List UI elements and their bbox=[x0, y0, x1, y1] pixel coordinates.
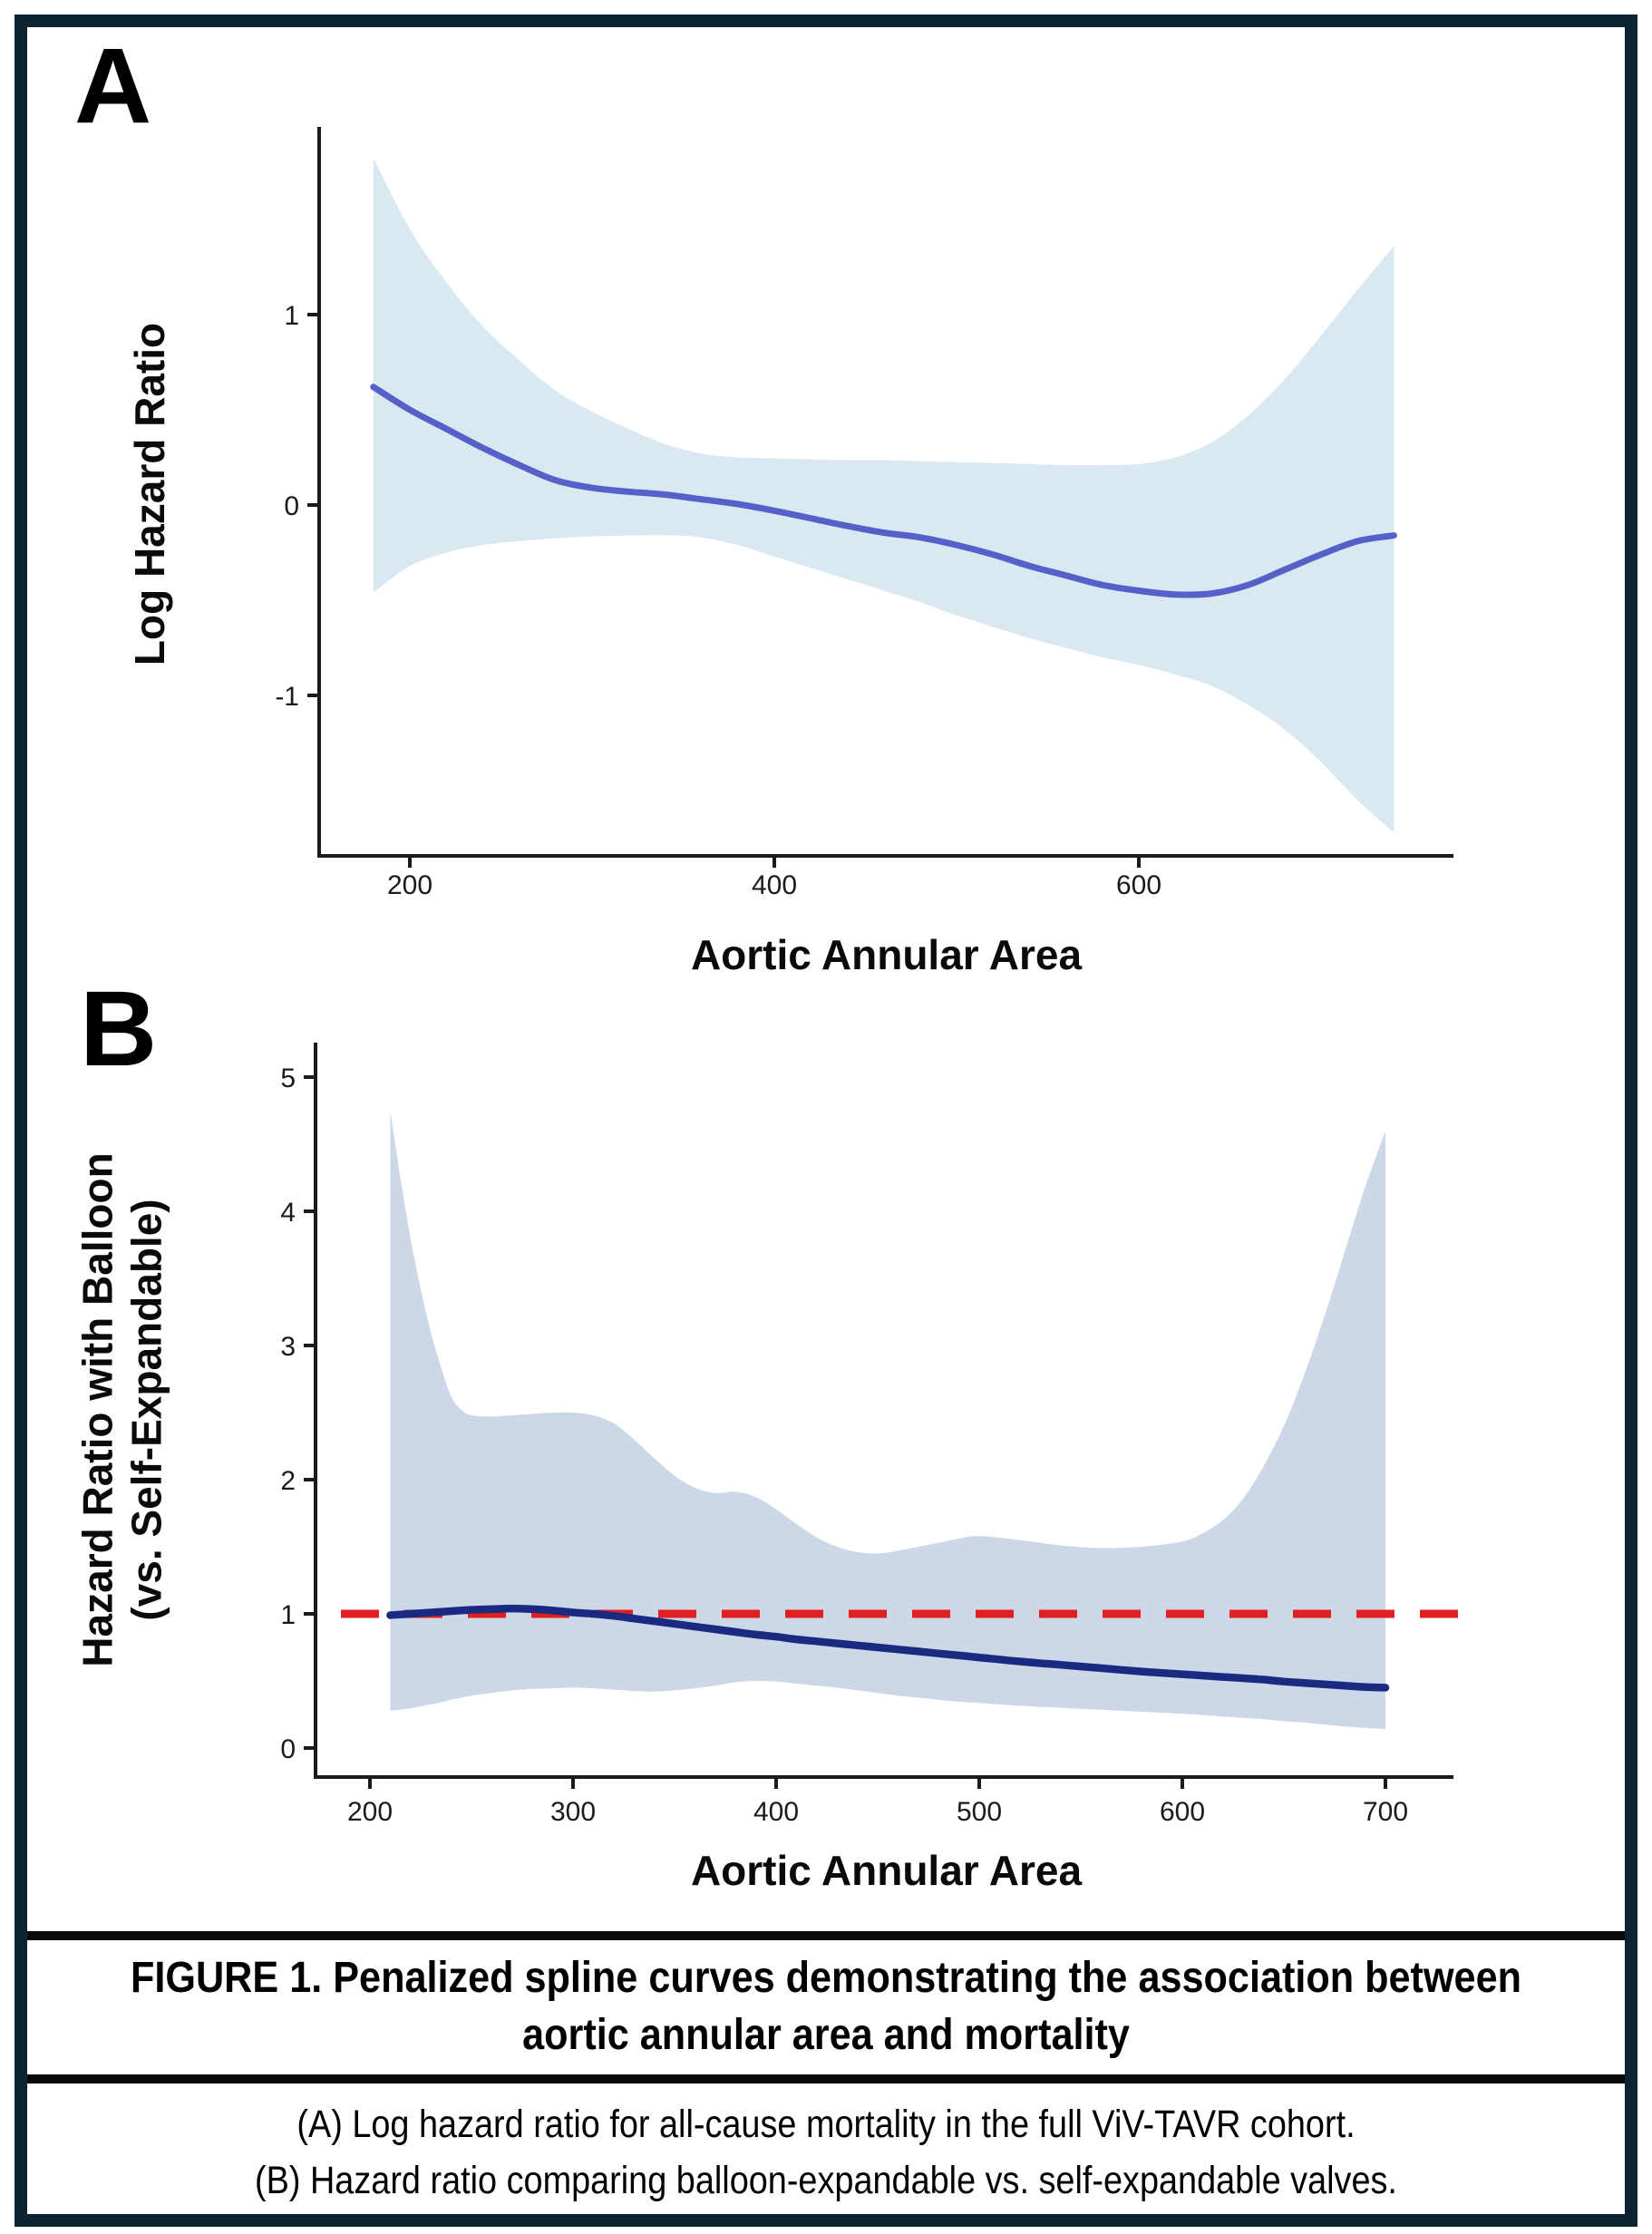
caption-divider-top bbox=[27, 1931, 1625, 1940]
panel-a-chart: 200 400 600 -1 0 1 bbox=[275, 127, 1453, 900]
x-tick-label: 200 bbox=[387, 870, 432, 900]
y-tick-label: 5 bbox=[280, 1064, 296, 1093]
panel-b-x-axis-title: Aortic Annular Area bbox=[690, 1847, 1083, 1894]
caption-body-line2: (B) Hazard ratio comparing balloon-expan… bbox=[255, 2159, 1397, 2203]
y-tick-label: 2 bbox=[280, 1466, 296, 1496]
spline-curve bbox=[386, 1604, 1390, 1692]
caption-body-line1: (A) Log hazard ratio for all-cause morta… bbox=[296, 2103, 1356, 2146]
y-tick-label: 1 bbox=[280, 1600, 296, 1630]
confidence-band bbox=[390, 1111, 1385, 1730]
confidence-band bbox=[373, 158, 1394, 833]
y-tick-label: 0 bbox=[280, 1734, 296, 1764]
figure-caption-title: FIGURE 1. Penalized spline curves demons… bbox=[107, 1949, 1545, 2064]
x-tick-label: 600 bbox=[1160, 1797, 1205, 1827]
x-tick-label: 500 bbox=[957, 1797, 1002, 1827]
caption-title-line1: FIGURE 1. Penalized spline curves demons… bbox=[130, 1954, 1521, 2002]
caption-divider-bottom bbox=[27, 2074, 1625, 2083]
panel-b-y-axis-title-line1: Hazard Ratio with Balloon bbox=[73, 1152, 121, 1667]
y-tick-label: 1 bbox=[284, 301, 299, 331]
panel-b-y-axis-title: Hazard Ratio with Balloon (vs. Self-Expa… bbox=[73, 1152, 172, 1666]
panel-b-label: B bbox=[80, 969, 158, 1089]
caption-title-line2: aortic annular area and mortality bbox=[522, 2011, 1130, 2060]
y-tick-label: 3 bbox=[280, 1332, 296, 1362]
x-tick-label: 200 bbox=[347, 1797, 393, 1827]
x-tick-label: 300 bbox=[550, 1797, 596, 1827]
x-tick-label: 400 bbox=[753, 1797, 799, 1827]
figure-frame: A 200 400 600 -1 0 1 Log Hazard Ratio Aortic … bbox=[15, 15, 1637, 2227]
y-tick-label: 4 bbox=[280, 1198, 296, 1228]
panel-a-x-axis-title: Aortic Annular Area bbox=[690, 931, 1083, 978]
panel-a-label: A bbox=[74, 26, 152, 146]
x-tick-label: 400 bbox=[752, 870, 797, 900]
panel-b-chart: 200 300 400 500 600 700 0 1 2 3 4 5 bbox=[280, 1043, 1461, 1827]
spline-curve bbox=[370, 384, 1397, 598]
panel-a-y-axis-title: Log Hazard Ratio bbox=[125, 322, 173, 666]
y-tick-label: 0 bbox=[284, 491, 299, 521]
x-tick-label: 700 bbox=[1363, 1797, 1408, 1827]
x-tick-label: 600 bbox=[1116, 870, 1161, 900]
y-tick-label: -1 bbox=[275, 682, 299, 712]
panel-b-y-axis-title-line2: (vs. Self-Expandable) bbox=[123, 1199, 170, 1621]
figure-caption-body: (A) Log hazard ratio for all-cause morta… bbox=[123, 2096, 1530, 2210]
